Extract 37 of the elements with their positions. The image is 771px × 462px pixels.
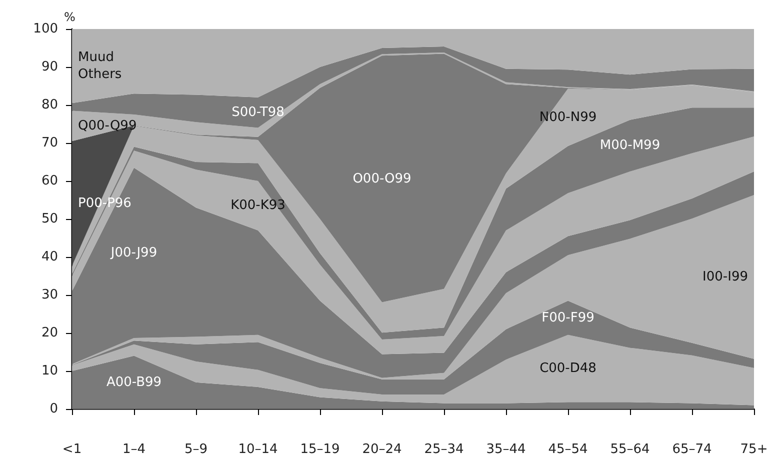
y-tick-label: 50 [41, 212, 58, 226]
x-tick-label: 20–24 [362, 442, 402, 457]
y-tick-label: 90 [41, 60, 58, 74]
y-tick-label: 30 [41, 288, 58, 302]
x-tick-label: 5–9 [184, 442, 208, 457]
y-tick-label: 40 [41, 250, 58, 264]
y-tick-label: 0 [50, 402, 58, 416]
y-tick-label: 60 [41, 174, 58, 188]
series-label: N00-N99 [539, 110, 597, 125]
series-label: A00-B99 [106, 374, 162, 390]
series-label: O00-O99 [352, 171, 412, 186]
series-label: Q00-Q99 [78, 118, 137, 134]
x-tick-label: 45–54 [548, 442, 588, 457]
series-label: S00-T98 [232, 105, 284, 120]
x-tick-label: 25–34 [424, 442, 464, 457]
y-tick-label: 10 [41, 364, 58, 378]
y-tick-label: 80 [41, 98, 58, 112]
x-tick-label: 55–64 [610, 442, 650, 457]
series-label: Muud Others [78, 50, 122, 82]
series-label: J00-J99 [110, 245, 158, 260]
series-label: F00-F99 [542, 310, 594, 326]
x-tick-label: 65–74 [672, 442, 712, 457]
x-tick-label: 10–14 [238, 442, 278, 457]
x-tick-label: <1 [62, 442, 82, 457]
series-label: P00-P96 [78, 196, 132, 211]
series-label: C00-D48 [540, 361, 596, 376]
series-label: I00-I99 [702, 269, 748, 284]
y-tick-label: 70 [41, 136, 58, 150]
series-label: K00-K93 [230, 198, 286, 214]
x-tick-label: 15–19 [300, 442, 340, 457]
x-tick-label: 35–44 [486, 442, 526, 457]
y-tick-label: 100 [33, 22, 58, 36]
y-axis-title: % [64, 10, 76, 24]
x-tick-label: 75+ [740, 442, 768, 457]
series-label: M00-M99 [600, 138, 660, 154]
x-tick-label: 1–4 [122, 442, 146, 457]
y-tick-label: 20 [41, 326, 58, 340]
